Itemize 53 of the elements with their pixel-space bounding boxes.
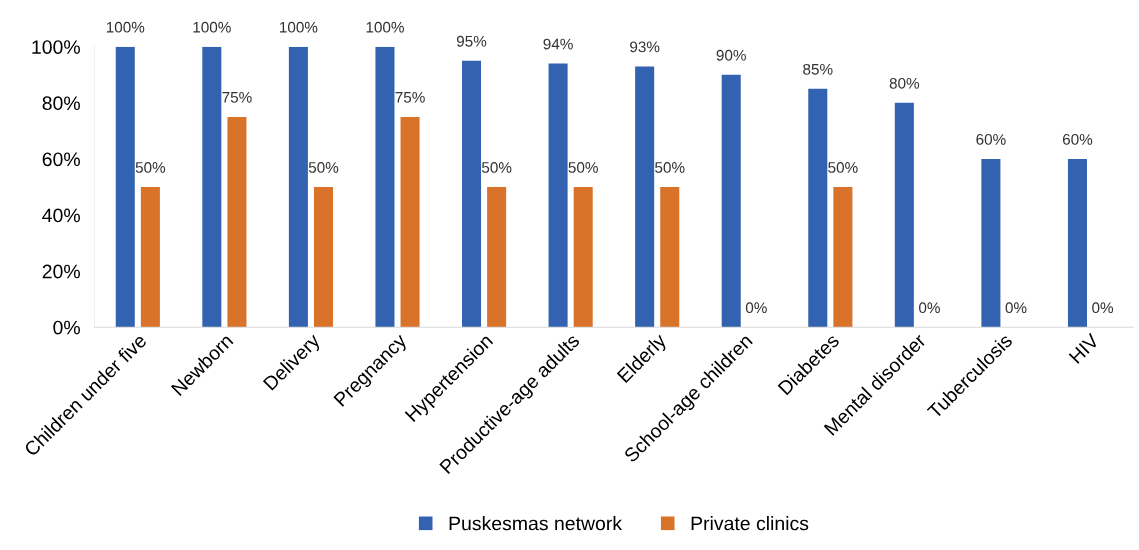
- bar: [981, 158, 1001, 328]
- text: 60%: [976, 134, 1006, 145]
- bar: [487, 187, 507, 328]
- bar: [202, 46, 222, 328]
- text: 93%: [630, 41, 660, 53]
- text: 75%: [222, 91, 252, 103]
- text: 50%: [481, 162, 512, 173]
- y-tick-label: 100%: [32, 40, 80, 54]
- y-tick-label: 60%: [42, 152, 80, 167]
- y-tick-label: 80%: [42, 96, 80, 111]
- text: 100%: [106, 21, 145, 33]
- text: 0%: [1005, 302, 1027, 314]
- text: 94%: [543, 38, 573, 50]
- text: 50%: [308, 162, 339, 173]
- bar: [400, 116, 420, 328]
- bar: [635, 66, 655, 328]
- legend-label: Puskesmas network: [449, 516, 623, 531]
- text: 50%: [135, 162, 166, 173]
- bar: [227, 116, 247, 328]
- text: 75%: [395, 91, 425, 103]
- bar: [288, 46, 308, 328]
- bar: [721, 74, 741, 328]
- text: 100%: [193, 21, 231, 33]
- text: 85%: [803, 63, 833, 75]
- bar: [548, 63, 568, 328]
- text: 50%: [828, 162, 858, 173]
- bar: [313, 187, 334, 328]
- bar: [573, 187, 593, 328]
- bar: [375, 46, 395, 328]
- text: 60%: [1062, 134, 1093, 145]
- text: 0%: [1092, 302, 1114, 314]
- bar: [462, 60, 482, 328]
- bar: [140, 187, 160, 328]
- text: 95%: [456, 35, 487, 47]
- y-tick-label: 40%: [42, 208, 80, 223]
- legend-label: Private clinics: [691, 516, 809, 531]
- y-tick-label: 0%: [53, 320, 80, 335]
- text: 100%: [280, 21, 318, 33]
- text: 90%: [716, 49, 746, 61]
- text: 100%: [366, 21, 404, 33]
- bar: [833, 187, 853, 328]
- text: 80%: [889, 77, 920, 89]
- bar: [115, 46, 135, 328]
- text: 0%: [919, 302, 940, 314]
- text: 0%: [745, 302, 767, 314]
- bar: [808, 88, 828, 328]
- text: 50%: [655, 162, 685, 173]
- x-tick-label: HIV: [1068, 332, 1100, 364]
- bar: [894, 102, 914, 328]
- bar: [660, 187, 680, 328]
- y-tick-label: 20%: [42, 264, 80, 279]
- text: 50%: [568, 162, 598, 173]
- bar: [1067, 158, 1087, 328]
